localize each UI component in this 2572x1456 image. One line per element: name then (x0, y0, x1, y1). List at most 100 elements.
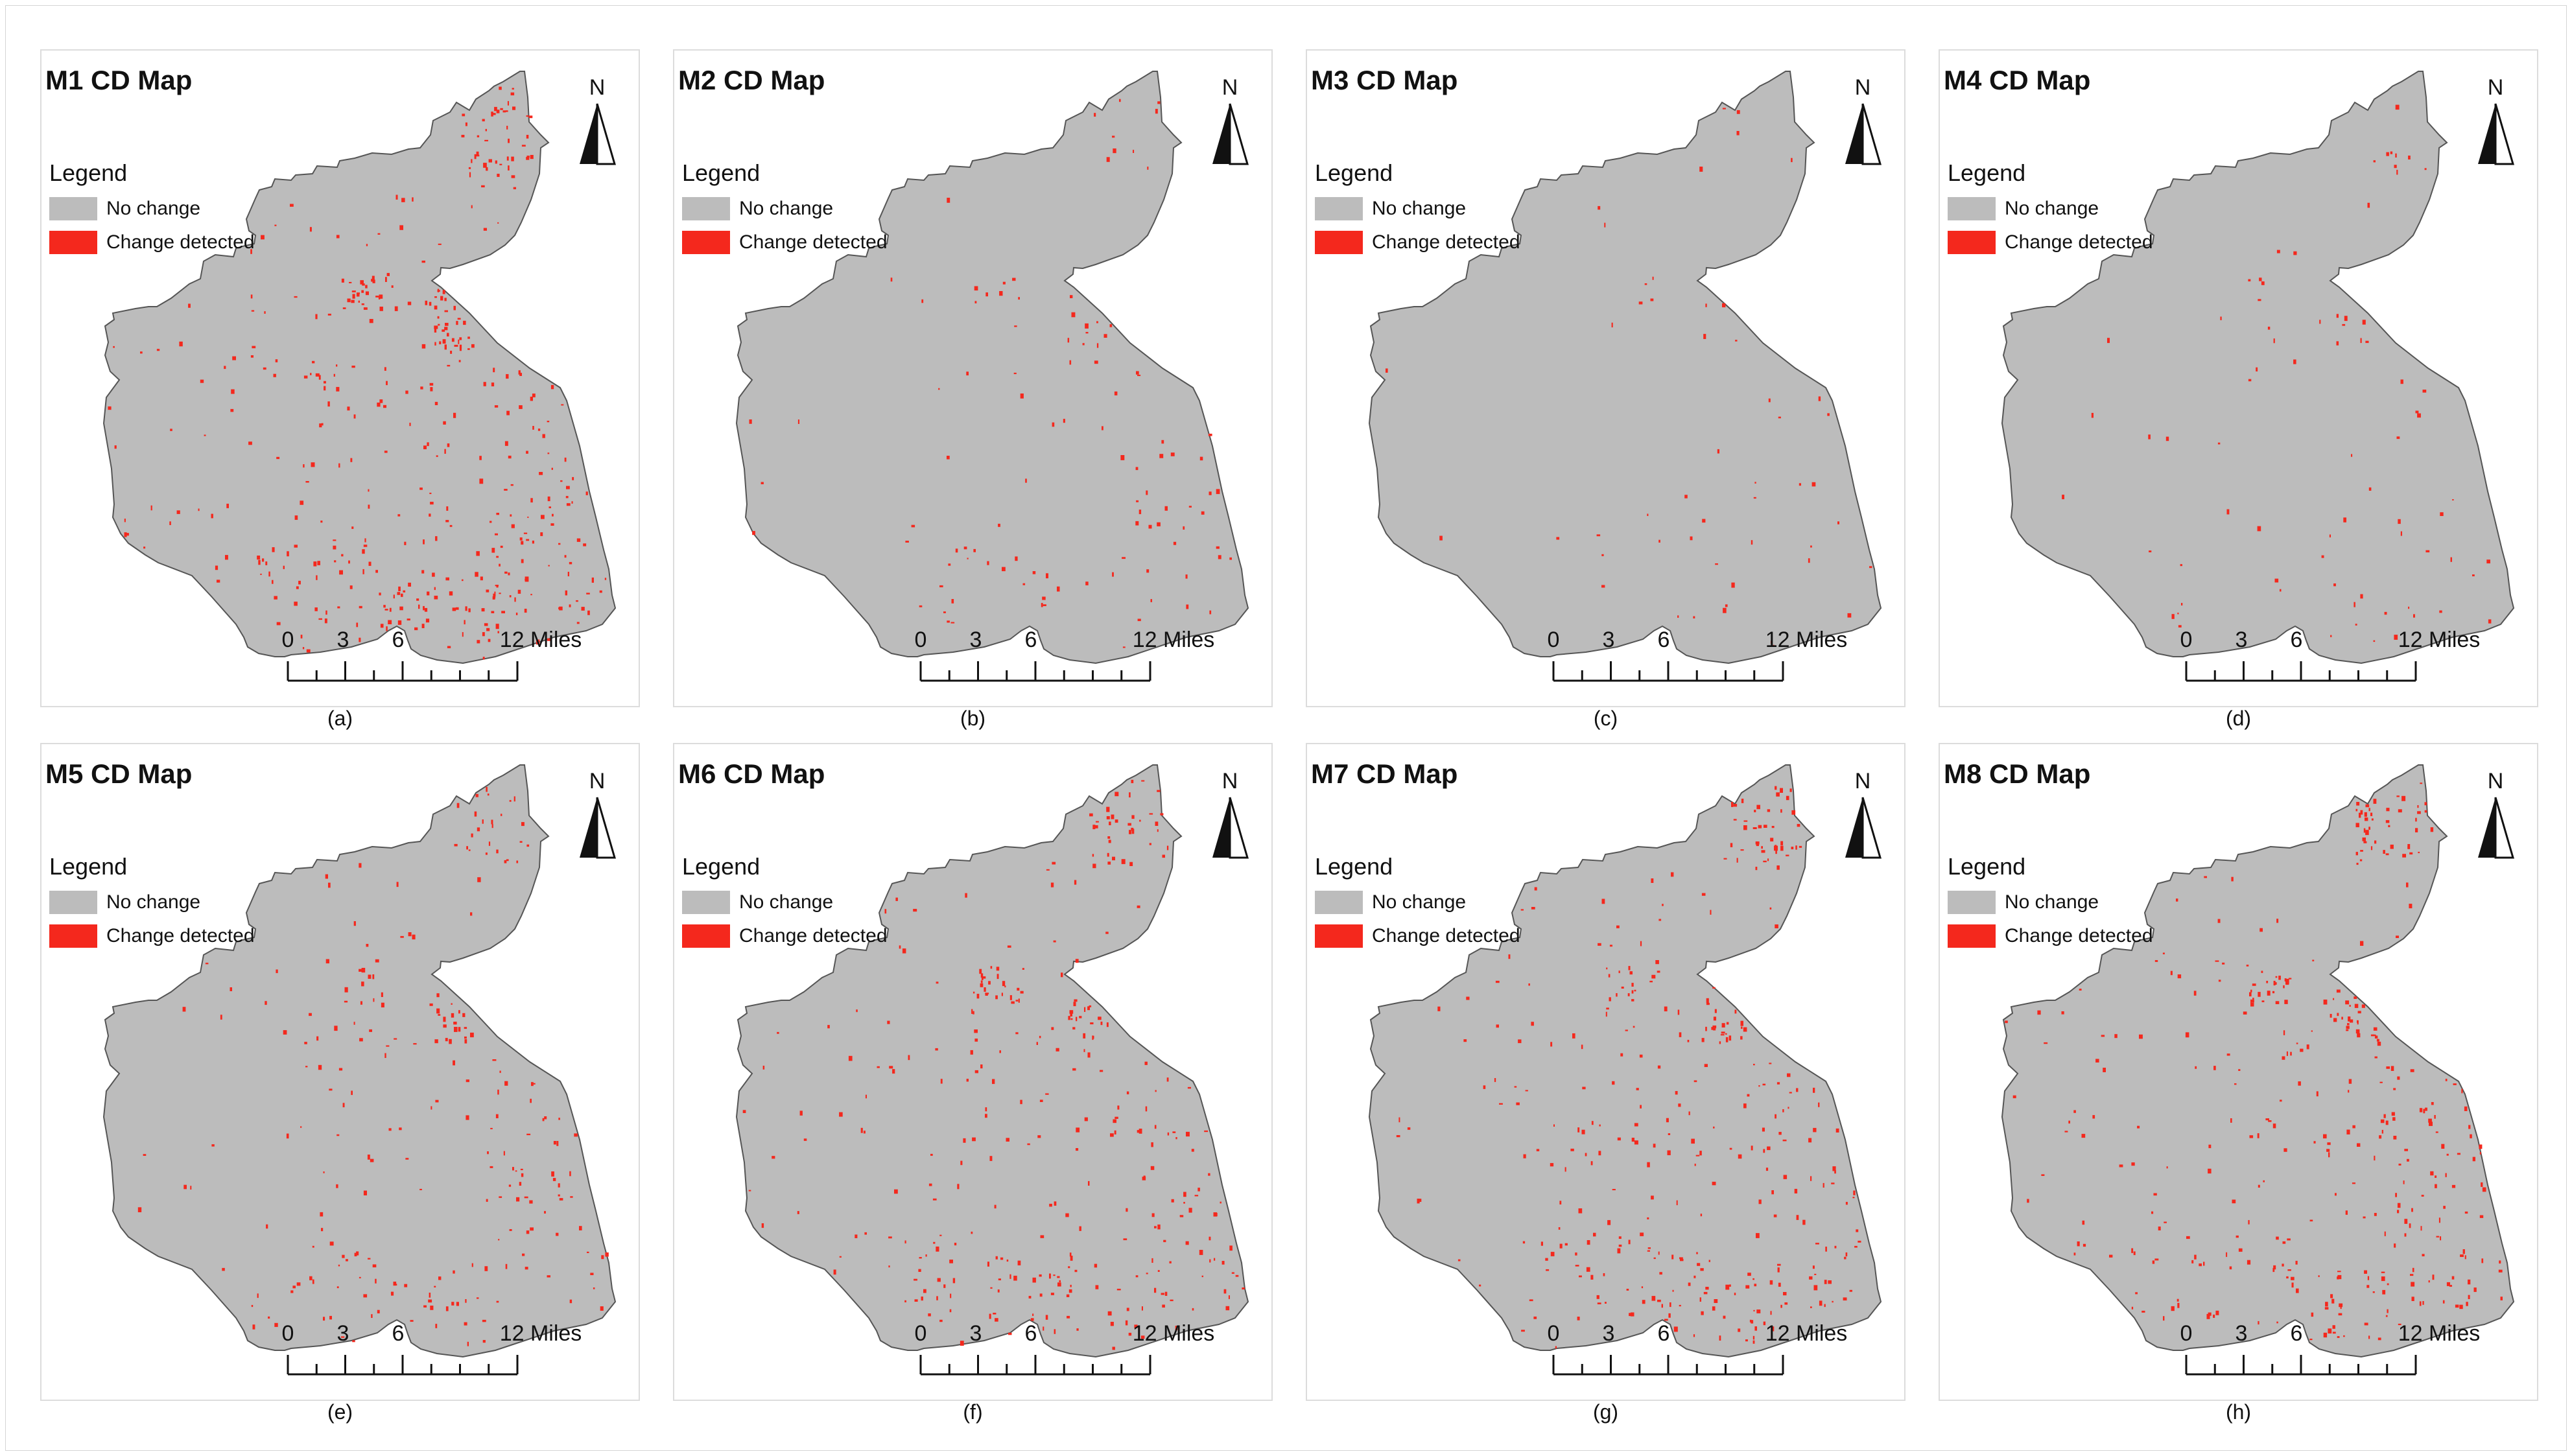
legend-swatch (49, 924, 97, 948)
scale-tick-label: 6 (1024, 628, 1037, 652)
scale-end-label: 12 Miles (499, 1321, 582, 1346)
legend-swatch (1315, 197, 1363, 220)
legend-item: No change (1948, 886, 2153, 919)
legend-swatch (49, 197, 97, 220)
north-arrow-icon: N (1840, 769, 1885, 860)
change-pixels (749, 99, 1232, 648)
study-area-boundary (735, 764, 1249, 1358)
panel-caption: (d) (2225, 707, 2252, 730)
scale-tick-label: 6 (2290, 628, 2303, 652)
north-label: N (589, 75, 606, 100)
map-panel: M2 CD Map Legend No change Change detected N… (673, 49, 1273, 707)
scale-tick-label: 3 (2235, 628, 2248, 652)
north-label: N (1221, 769, 1238, 793)
scale-bar: 0 3 6 12 Miles (1547, 1321, 1847, 1386)
legend-label: Change detected (2005, 925, 2153, 946)
map-panel: M6 CD Map Legend No change Change detected N… (673, 743, 1273, 1401)
scale-bar: 0 3 6 12 Miles (2180, 1321, 2480, 1386)
north-label: N (1854, 75, 1871, 100)
legend-title: Legend (49, 159, 128, 186)
panel-caption: (a) (327, 707, 353, 730)
legend-item: No change (1315, 192, 1520, 226)
scale-tick-label: 0 (1547, 628, 1560, 652)
legend-title: Legend (1315, 159, 1393, 186)
scale-tick-label: 6 (392, 1321, 405, 1346)
scale-tick-label: 0 (2180, 1321, 2193, 1346)
legend-swatch (49, 231, 97, 254)
region-map (1368, 71, 1882, 664)
legend-label: No change (2005, 891, 2099, 913)
scale-tick-label: 6 (1024, 1321, 1037, 1346)
legend: Legend No change Change detected (1948, 159, 2153, 259)
scale-tick-label: 3 (1602, 628, 1615, 652)
study-area-boundary (2001, 71, 2515, 664)
change-pixels (1396, 786, 1861, 1349)
panel-caption: (h) (2225, 1400, 2252, 1424)
scale-tick-label: 3 (2235, 1321, 2248, 1346)
scale-end-label: 12 Miles (1132, 1321, 1215, 1346)
legend-item: No change (682, 886, 888, 919)
north-arrow-icon: N (2473, 769, 2518, 860)
region-map (735, 71, 1249, 664)
legend-item: Change detected (682, 919, 888, 953)
legend-title: Legend (682, 159, 761, 186)
map-panel: M4 CD Map Legend No change Change detected N… (1939, 49, 2538, 707)
legend-label: Change detected (106, 925, 255, 946)
north-arrow-icon: N (574, 75, 620, 166)
legend-swatch (1315, 231, 1363, 254)
north-label: N (2487, 769, 2504, 793)
north-label: N (1221, 75, 1238, 100)
map-panel: M5 CD Map Legend No change Change detected N… (40, 743, 640, 1401)
north-label: N (2487, 75, 2504, 100)
north-arrow-icon: N (1840, 75, 1885, 166)
figure-frame (5, 5, 2567, 1451)
legend-swatch (1315, 891, 1363, 914)
legend-item: Change detected (1948, 919, 2153, 953)
scale-end-label: 12 Miles (2398, 1321, 2481, 1346)
legend: Legend No change Change detected (1948, 853, 2153, 953)
scale-tick-label: 0 (281, 628, 294, 652)
scale-bar: 0 3 6 12 Miles (914, 1321, 1214, 1386)
legend-title: Legend (1948, 159, 2026, 186)
change-pixels (2005, 782, 2503, 1341)
panel-caption: (c) (1593, 707, 1618, 730)
panel-title: M8 CD Map (1944, 758, 2091, 789)
legend: Legend No change Change detected (682, 159, 888, 259)
panel-title: M7 CD Map (1311, 758, 1458, 789)
legend-label: No change (106, 891, 201, 913)
legend-title: Legend (1315, 853, 1393, 880)
change-pixels (1386, 108, 1872, 647)
study-area-boundary (2001, 764, 2515, 1358)
scale-tick-label: 3 (1602, 1321, 1615, 1346)
study-area-boundary (1368, 71, 1882, 664)
panel-title: M4 CD Map (1944, 65, 2091, 95)
north-arrow-icon: N (1207, 769, 1253, 860)
region-map (735, 764, 1249, 1358)
region-map (102, 764, 617, 1358)
legend-swatch (1948, 891, 1996, 914)
legend-item: Change detected (1948, 226, 2153, 259)
north-arrow-icon: N (1207, 75, 1253, 166)
scale-end-label: 12 Miles (1132, 628, 1215, 652)
scale-tick-label: 0 (914, 628, 927, 652)
scale-tick-label: 0 (2180, 628, 2193, 652)
legend-title: Legend (682, 853, 761, 880)
panel-title: M5 CD Map (45, 758, 193, 789)
legend-item: No change (49, 192, 255, 226)
scale-end-label: 12 Miles (2398, 628, 2481, 652)
legend-item: Change detected (1315, 919, 1520, 953)
scale-tick-label: 6 (2290, 1321, 2303, 1346)
panel-title: M2 CD Map (678, 65, 825, 95)
map-panel: M7 CD Map Legend No change Change detected N… (1306, 743, 1905, 1401)
legend-item: Change detected (49, 226, 255, 259)
legend-item: No change (1948, 192, 2153, 226)
change-pixels (137, 786, 609, 1346)
panel-title: M6 CD Map (678, 758, 825, 789)
scale-end-label: 12 Miles (1765, 628, 1848, 652)
legend-label: No change (1372, 891, 1467, 913)
map-panel: M3 CD Map Legend No change Change detected N… (1306, 49, 1905, 707)
scale-tick-label: 3 (336, 628, 349, 652)
scale-end-label: 12 Miles (499, 628, 582, 652)
legend-label: Change detected (739, 231, 888, 253)
legend-swatch (682, 891, 730, 914)
